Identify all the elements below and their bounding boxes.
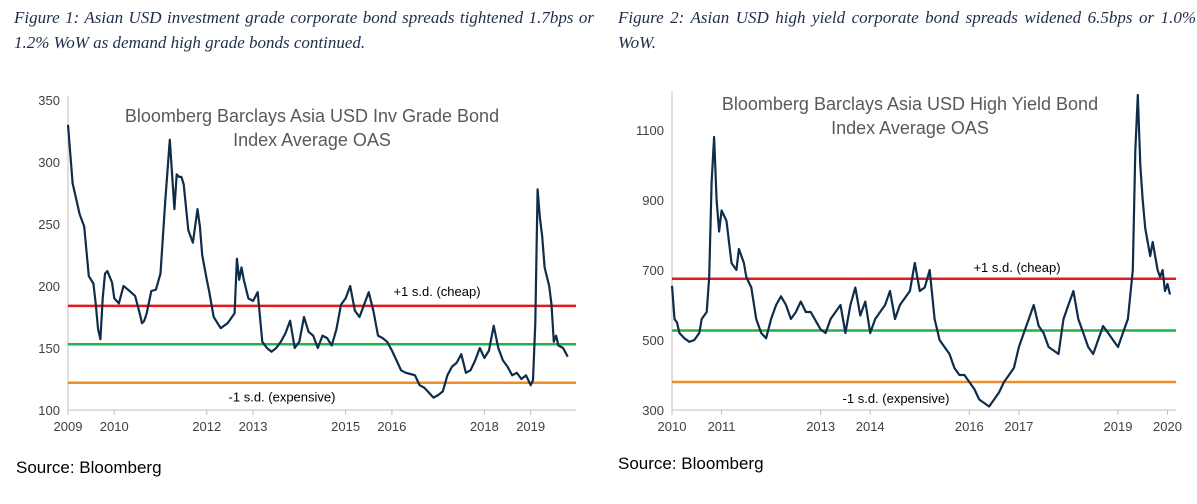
chart-2-reference-label: -1 s.d. (expensive) xyxy=(843,391,950,406)
chart-2-y-tick-label: 900 xyxy=(642,193,664,208)
chart-1-x-tick-label: 2016 xyxy=(377,419,406,434)
chart-1-y-tick-label: 250 xyxy=(38,217,60,232)
chart-1-x-tick-label: 2012 xyxy=(192,419,221,434)
chart-2-x-tick-label: 2017 xyxy=(1004,419,1033,434)
chart-2-title-line: Bloomberg Barclays Asia USD High Yield B… xyxy=(722,94,1098,114)
chart-2-x-tick-label: 2014 xyxy=(856,419,885,434)
figure-1-source: Source: Bloomberg xyxy=(16,458,162,477)
chart-1-y-tick-label: 200 xyxy=(38,279,60,294)
chart-1-y-tick-label: 300 xyxy=(38,155,60,170)
chart-2-y-tick-label: 500 xyxy=(642,333,664,348)
chart-1-y-tick-label: 150 xyxy=(38,341,60,356)
chart-1-reference-label: -1 s.d. (expensive) xyxy=(229,390,336,405)
chart-2-x-tick-label: 2011 xyxy=(708,419,736,434)
chart-2-x-tick-label: 2019 xyxy=(1104,419,1133,434)
chart-1-y-tick-label: 350 xyxy=(38,93,60,108)
chart-1-x-tick-label: 2018 xyxy=(470,419,499,434)
figure-2-panel: Figure 2: Asian USD high yield corporate… xyxy=(610,0,1197,504)
chart-1-x-tick-label: 2015 xyxy=(331,419,360,434)
figure-2-source: Source: Bloomberg xyxy=(618,454,764,473)
chart-1-series-line xyxy=(66,124,569,399)
chart-2-x-tick-label: 2013 xyxy=(806,419,835,434)
chart-2-y-tick-label: 700 xyxy=(642,263,664,278)
chart-1-x-tick-label: 2010 xyxy=(100,419,129,434)
chart-1-y-tick-label: 100 xyxy=(38,403,60,418)
chart-2-y-tick-label: 300 xyxy=(642,403,664,418)
chart-1-title-line: Bloomberg Barclays Asia USD Inv Grade Bo… xyxy=(125,106,499,126)
chart-2-series-line xyxy=(670,93,1172,408)
figure-1-panel: Figure 1: Asian USD investment grade cor… xyxy=(0,0,594,504)
chart-1-x-tick-label: 2019 xyxy=(516,419,545,434)
chart-2-x-tick-label: 2010 xyxy=(658,419,687,434)
chart-1-x-tick-label: 2013 xyxy=(239,419,268,434)
chart-2-title-line: Index Average OAS xyxy=(831,118,989,138)
chart-1-reference-label: +1 s.d. (cheap) xyxy=(393,284,480,299)
chart-2-y-tick-label: 1100 xyxy=(636,123,664,138)
chart-2-x-tick-label: 2020 xyxy=(1153,419,1182,434)
chart-1-title-line: Index Average OAS xyxy=(233,130,391,150)
figure-1-caption: Figure 1: Asian USD investment grade cor… xyxy=(14,8,594,52)
chart-1-x-tick-label: 2009 xyxy=(54,419,83,434)
figure-2-caption: Figure 2: Asian USD high yield corporate… xyxy=(618,8,1196,52)
chart-2-reference-label: +1 s.d. (cheap) xyxy=(973,260,1060,275)
chart-2-x-tick-label: 2016 xyxy=(955,419,984,434)
